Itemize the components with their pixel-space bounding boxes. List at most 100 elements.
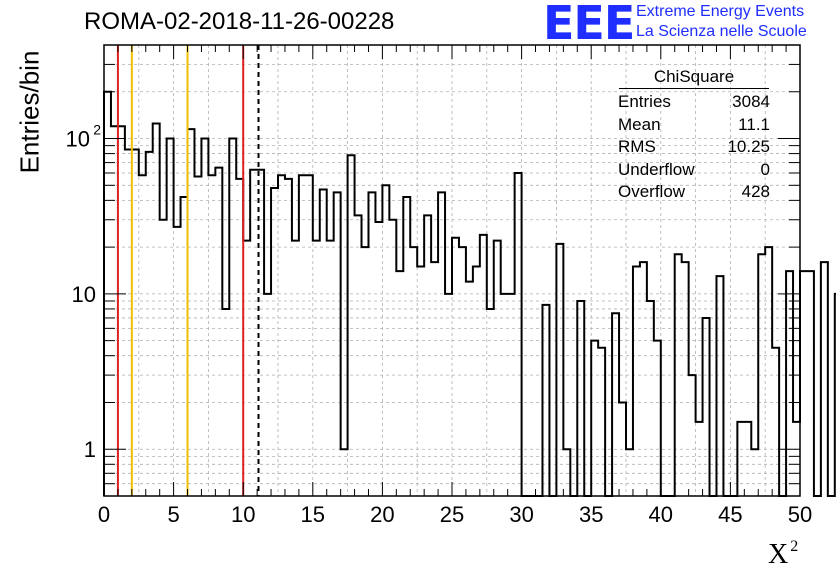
histogram-bin (236, 179, 243, 496)
histogram-bin (215, 168, 222, 496)
histogram-bin (786, 271, 793, 496)
histogram-bin (758, 254, 765, 496)
histogram-bin (271, 188, 278, 496)
histogram-bin (737, 422, 744, 496)
stat-label: Mean (618, 114, 661, 134)
stat-row: Underflow 0 (613, 159, 778, 182)
histogram-bin (480, 235, 487, 496)
x-tick-label: 25 (440, 502, 464, 527)
histogram-bin (716, 276, 723, 496)
stat-row: Overflow 428 (613, 181, 778, 204)
stat-value: 3084 (732, 92, 770, 111)
histogram-bin (334, 192, 341, 496)
histogram-bin (452, 238, 459, 496)
histogram-bin (654, 341, 661, 496)
histogram-bin (640, 262, 647, 496)
stat-row: Entries 3084 (613, 91, 778, 114)
histogram-bin (689, 375, 696, 496)
histogram-bin (800, 271, 807, 496)
y-tick-label: 1 (84, 437, 96, 462)
histogram-bin (744, 422, 751, 496)
histogram-bin (389, 220, 396, 496)
histogram-bin (417, 267, 424, 496)
histogram-bin (703, 318, 710, 496)
histogram-bin (438, 192, 445, 496)
histogram-bin (368, 192, 375, 496)
stats-box: ChiSquare Entries 3084 Mean 11.1 RMS 10.25 … (613, 67, 778, 204)
x-tick-label: 15 (301, 502, 325, 527)
histogram-bin (250, 170, 257, 496)
histogram-outline (103, 90, 836, 497)
y-tick-label-exponent: 2 (93, 122, 101, 138)
histogram-bin (299, 175, 306, 496)
histogram-bin (160, 220, 167, 496)
histogram-bin (563, 449, 570, 496)
stat-label: Underflow (618, 159, 695, 179)
histogram-bin (285, 179, 292, 496)
x-axis-label-exponent: 2 (790, 538, 799, 555)
x-tick-label: 50 (788, 502, 812, 527)
histogram-bin (111, 126, 118, 496)
logo-mark: EEE (543, 0, 635, 50)
stat-row: RMS 10.25 (613, 136, 778, 159)
x-tick-label: 30 (509, 502, 533, 527)
histogram-bin (459, 247, 466, 496)
histogram-bin (292, 241, 299, 496)
histogram-bin (619, 402, 626, 496)
logo-line-2: La Scienza nelle Scuole (636, 23, 807, 40)
histogram-bin (751, 449, 758, 496)
histogram-bin (132, 149, 139, 496)
histogram-bin (445, 294, 452, 496)
histogram-bin (487, 309, 494, 496)
histogram-bin (278, 175, 285, 496)
histogram-bin (424, 215, 431, 496)
histogram-bin (348, 155, 355, 496)
histogram-bin (362, 247, 369, 496)
x-tick-label: 10 (231, 502, 255, 527)
histogram-bin (466, 282, 473, 496)
x-axis-label-base: X (768, 539, 789, 570)
histogram-bin (320, 189, 327, 496)
histogram-bin (577, 301, 584, 496)
x-tick-label: 35 (579, 502, 603, 527)
y-axis-label: Entries/bin (14, 50, 45, 174)
histogram-bin (355, 215, 362, 496)
marker-lines (116, 45, 260, 496)
stat-label: Overflow (618, 182, 686, 201)
stat-row: Mean 11.1 (613, 114, 778, 137)
histogram-bin (515, 173, 522, 496)
histogram-bin (612, 313, 619, 496)
histogram-bin (146, 152, 153, 496)
histogram-bin (542, 305, 549, 496)
x-tick-label: 5 (167, 502, 179, 527)
histogram-bin (772, 348, 779, 496)
histogram-bin (243, 241, 250, 496)
histogram-bin (174, 227, 181, 496)
histogram-bin (153, 123, 160, 496)
histogram-bin (431, 262, 438, 496)
histogram-bin (403, 197, 410, 496)
x-tick-label: 0 (98, 502, 110, 527)
stat-value: 10.25 (727, 137, 770, 156)
histogram-bin (682, 262, 689, 496)
histogram-bin (410, 247, 417, 496)
x-tick-label: 40 (649, 502, 673, 527)
histogram-bin (181, 197, 188, 496)
histogram-bin (626, 449, 633, 496)
histogram-bin (591, 341, 598, 496)
histogram-bin (647, 301, 654, 496)
y-tick-label: 10 (66, 127, 90, 152)
histogram-bin (473, 267, 480, 496)
histogram-bin (396, 271, 403, 496)
histogram-bin (208, 175, 215, 496)
histogram-bin (229, 139, 236, 496)
x-tick-label: 45 (718, 502, 742, 527)
histogram-bin (194, 176, 201, 496)
stat-label: RMS (618, 137, 656, 156)
histogram-bin (382, 185, 389, 496)
histogram-bin (508, 294, 515, 496)
histogram-bin (341, 449, 348, 496)
